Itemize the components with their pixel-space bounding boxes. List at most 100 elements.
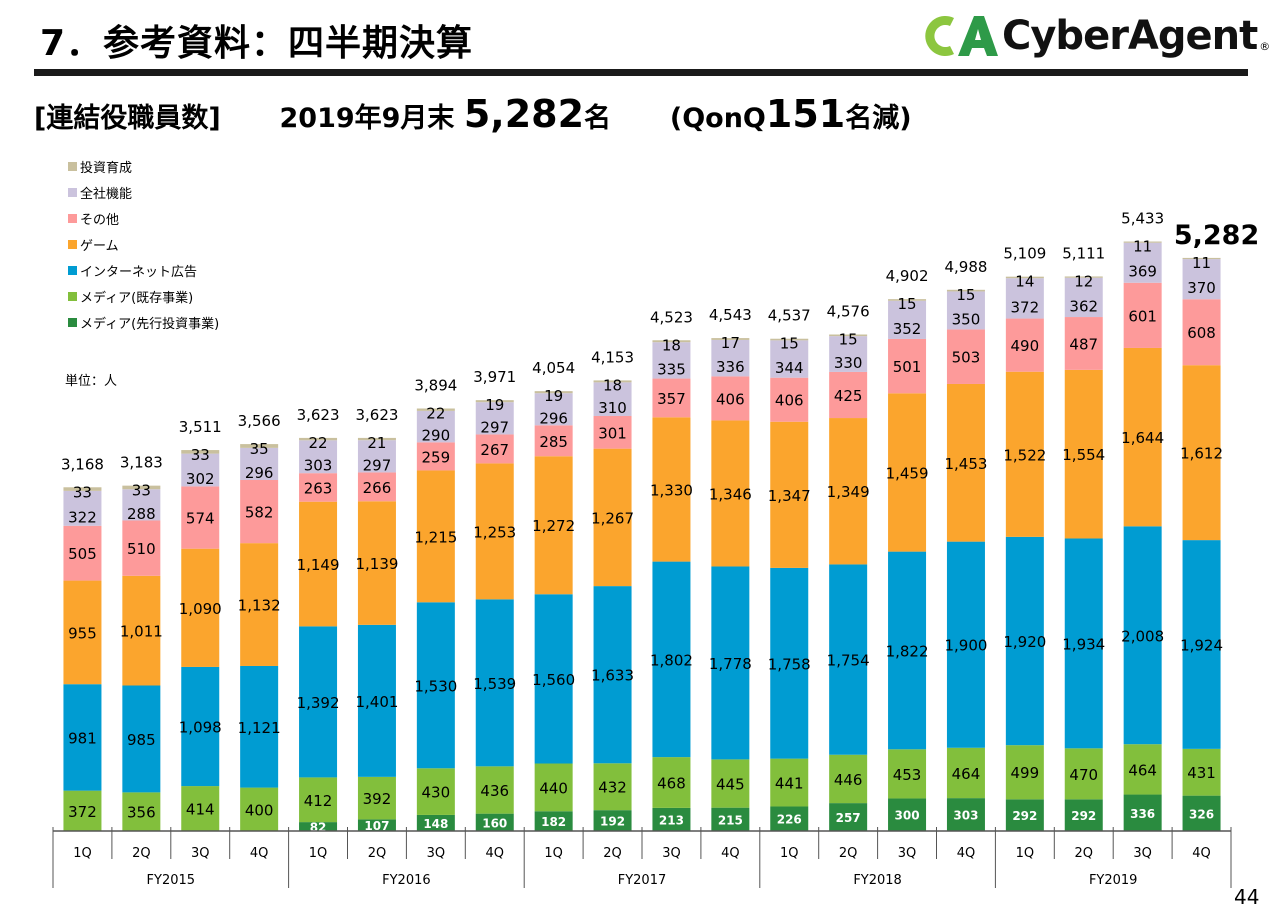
data-label: 1,900: [944, 637, 987, 655]
legend-item: 全社機能: [68, 179, 219, 205]
x-tick-label: 2Q: [603, 846, 622, 861]
total-label: 3,168: [61, 455, 104, 473]
bar-segment: [357, 776, 396, 820]
bar-segment: [770, 806, 809, 831]
legend-label: 投資育成: [80, 160, 133, 176]
data-label: 1,132: [238, 597, 281, 615]
data-label: 160: [482, 816, 507, 830]
change-suffix: 名減): [845, 103, 912, 134]
data-label: 15: [898, 295, 917, 313]
bar-segment: [1123, 282, 1162, 348]
legend-item: ゲーム: [68, 231, 219, 257]
legend-item: その他: [68, 205, 219, 231]
data-label: 1,758: [768, 655, 811, 673]
chart-legend: 投資育成 全社機能 その他 ゲーム インターネット広告 メディア(既存事業) メディア(先行…: [68, 153, 219, 335]
x-tick-label: 1Q: [544, 846, 563, 861]
data-label: 1,754: [827, 652, 870, 670]
bar-segment: [63, 490, 102, 526]
data-label: 302: [186, 470, 215, 488]
total-label: 5,433: [1121, 210, 1164, 228]
bar-segment: [1123, 347, 1162, 527]
bar-segment: [357, 440, 396, 473]
data-label: 18: [662, 336, 681, 354]
bar-segment: [1123, 744, 1162, 795]
bar-segment: [240, 444, 279, 448]
data-label: 490: [1011, 337, 1040, 355]
total-label: 4,153: [591, 348, 634, 366]
bar-segment: [534, 594, 573, 764]
fiscal-year-label: FY2019: [1089, 873, 1138, 888]
bar-segment: [1005, 745, 1044, 800]
bar-segment: [1005, 276, 1044, 279]
page-number: 44: [1234, 885, 1260, 909]
data-label: 445: [716, 776, 745, 794]
bar-segment: [711, 759, 750, 808]
legend-label: ゲーム: [80, 238, 119, 254]
data-label: 310: [598, 399, 627, 417]
data-label: 18: [603, 376, 622, 394]
bar-segment: [416, 442, 455, 471]
data-label: 257: [836, 811, 861, 825]
data-label: 148: [423, 817, 448, 831]
data-label: 1,539: [473, 675, 516, 693]
bar-segment: [240, 787, 279, 831]
data-label: 1,349: [827, 483, 870, 501]
bar-segment: [711, 566, 750, 760]
bar-segment: [946, 289, 985, 292]
data-label: 292: [1071, 809, 1096, 823]
bar-segment: [1005, 318, 1044, 372]
data-label: 372: [68, 803, 97, 821]
data-label: 1,347: [768, 487, 811, 505]
data-label: 392: [363, 790, 392, 808]
legend-item: 投資育成: [68, 153, 219, 179]
data-label: 336: [716, 358, 745, 376]
bar-segment: [652, 342, 691, 379]
bar-segment: [1123, 241, 1162, 243]
x-tick-label: 1Q: [780, 846, 799, 861]
bar-segment: [946, 747, 985, 799]
bar-segment: [593, 810, 632, 831]
bar-segment: [1064, 799, 1103, 831]
bar-segment: [770, 758, 809, 807]
legend-swatch: [68, 187, 77, 197]
x-tick-label: 4Q: [1192, 846, 1211, 861]
legend-swatch: [68, 291, 77, 301]
bar-segment: [534, 393, 573, 426]
bar-segment: [1123, 526, 1162, 745]
bar-segment: [416, 602, 455, 769]
data-label: 21: [367, 434, 386, 452]
bar-segment: [299, 473, 338, 502]
data-label: 336: [1130, 807, 1155, 821]
data-label: 35: [250, 440, 269, 458]
data-label: 503: [952, 349, 981, 367]
data-label: 215: [718, 813, 743, 827]
x-tick-label: 1Q: [73, 846, 92, 861]
data-label: 412: [304, 792, 333, 810]
bar-segment: [475, 434, 514, 464]
total-label: 4,576: [827, 303, 870, 321]
data-label: 335: [657, 360, 686, 378]
bar-segment: [1005, 536, 1044, 746]
data-label: 1,530: [414, 677, 457, 695]
data-label: 288: [127, 505, 156, 523]
bar-segment: [829, 336, 868, 372]
data-label: 432: [598, 779, 627, 797]
data-label: 296: [245, 464, 274, 482]
data-label: 985: [127, 731, 156, 749]
bar-segment: [181, 450, 220, 454]
x-tick-label: 4Q: [485, 846, 504, 861]
data-label: 436: [480, 782, 509, 800]
bar-segment: [888, 338, 927, 394]
bar-segment: [593, 415, 632, 449]
data-label: 14: [1015, 273, 1034, 291]
x-tick-label: 3Q: [898, 846, 917, 861]
bar-segment: [357, 437, 396, 441]
bar-segment: [1005, 278, 1044, 319]
data-label: 1,554: [1062, 446, 1105, 464]
data-label: 981: [68, 729, 97, 747]
bar-segment: [770, 338, 809, 341]
bar-segment: [299, 437, 338, 441]
data-label: 1,011: [120, 623, 163, 641]
bar-segment: [1064, 317, 1103, 370]
